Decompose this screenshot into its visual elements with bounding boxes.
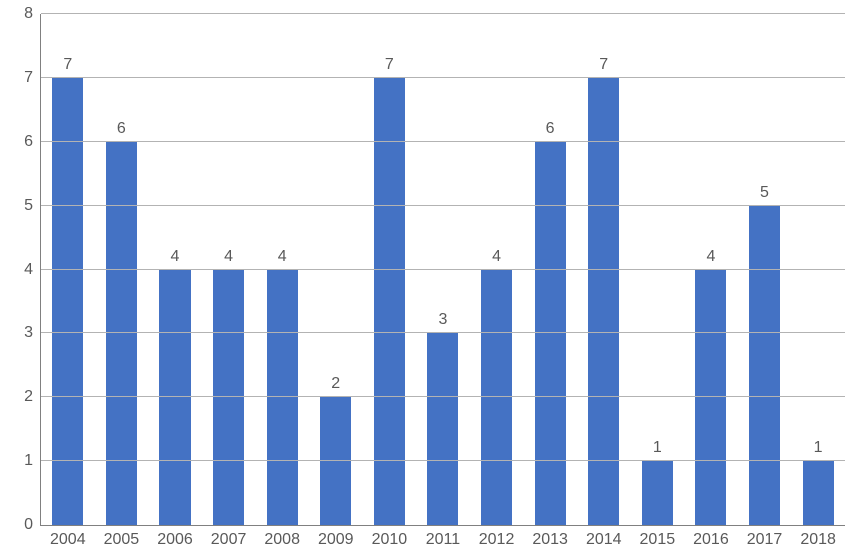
bar-slot: 4 [684,14,738,525]
bar-value-label: 7 [63,56,72,78]
bar-slot: 5 [738,14,792,525]
bar-slot: 1 [791,14,845,525]
bar: 1 [642,461,673,525]
bar-slot: 6 [523,14,577,525]
x-tick-label: 2018 [791,525,845,549]
bar-value-label: 4 [706,248,715,270]
bar: 7 [588,78,619,525]
y-tick-label: 7 [24,69,41,87]
bar-slot: 3 [416,14,470,525]
y-tick-label: 3 [24,324,41,342]
bar: 1 [803,461,834,525]
bar: 4 [695,270,726,526]
bar-value-label: 3 [438,311,447,333]
bar: 6 [106,142,137,525]
bar-value-label: 4 [224,248,233,270]
gridline [41,13,845,14]
x-tick-label: 2005 [95,525,149,549]
bar: 4 [159,270,190,526]
bar: 4 [267,270,298,526]
bar-slot: 7 [577,14,631,525]
bar: 2 [320,397,351,525]
bar-value-label: 6 [546,120,555,142]
bar-value-label: 4 [171,248,180,270]
gridline [41,141,845,142]
x-tick-label: 2016 [684,525,738,549]
bar-slot: 4 [148,14,202,525]
x-axis: 2004200520062007200820092010201120122013… [41,525,845,549]
x-tick-label: 2017 [738,525,792,549]
x-tick-label: 2015 [631,525,685,549]
x-tick-label: 2006 [148,525,202,549]
bar-value-label: 2 [331,375,340,397]
bar: 4 [481,270,512,526]
y-tick-label: 1 [24,452,41,470]
bar-value-label: 4 [278,248,287,270]
y-tick-label: 4 [24,261,41,279]
bar-value-label: 4 [492,248,501,270]
gridline [41,396,845,397]
y-tick-label: 8 [24,5,41,23]
gridline [41,77,845,78]
bar: 6 [535,142,566,525]
y-tick-label: 5 [24,197,41,215]
x-tick-label: 2010 [363,525,417,549]
bar-value-label: 7 [599,56,608,78]
bar: 7 [52,78,83,525]
y-tick-label: 6 [24,133,41,151]
x-tick-label: 2012 [470,525,524,549]
bar-value-label: 6 [117,120,126,142]
bar: 7 [374,78,405,525]
bar-slot: 7 [41,14,95,525]
x-tick-label: 2004 [41,525,95,549]
x-tick-label: 2009 [309,525,363,549]
bar: 5 [749,206,780,525]
bar-slot: 4 [470,14,524,525]
y-tick-label: 2 [24,388,41,406]
bar: 4 [213,270,244,526]
bar: 3 [427,333,458,525]
bar-slot: 6 [95,14,149,525]
bar-chart: 764442734671451 200420052006200720082009… [0,0,856,559]
bar-value-label: 1 [814,439,823,461]
x-tick-label: 2011 [416,525,470,549]
bar-slot: 1 [631,14,685,525]
bars-container: 764442734671451 [41,14,845,525]
x-tick-label: 2008 [255,525,309,549]
bar-slot: 7 [363,14,417,525]
x-tick-label: 2007 [202,525,256,549]
gridline [41,205,845,206]
bar-slot: 2 [309,14,363,525]
y-tick-label: 0 [24,516,41,534]
x-tick-label: 2013 [523,525,577,549]
gridline [41,332,845,333]
plot-area: 764442734671451 200420052006200720082009… [40,14,845,526]
bar-value-label: 5 [760,184,769,206]
bar-slot: 4 [255,14,309,525]
bar-value-label: 7 [385,56,394,78]
x-tick-label: 2014 [577,525,631,549]
gridline [41,269,845,270]
gridline [41,460,845,461]
bar-slot: 4 [202,14,256,525]
bar-value-label: 1 [653,439,662,461]
